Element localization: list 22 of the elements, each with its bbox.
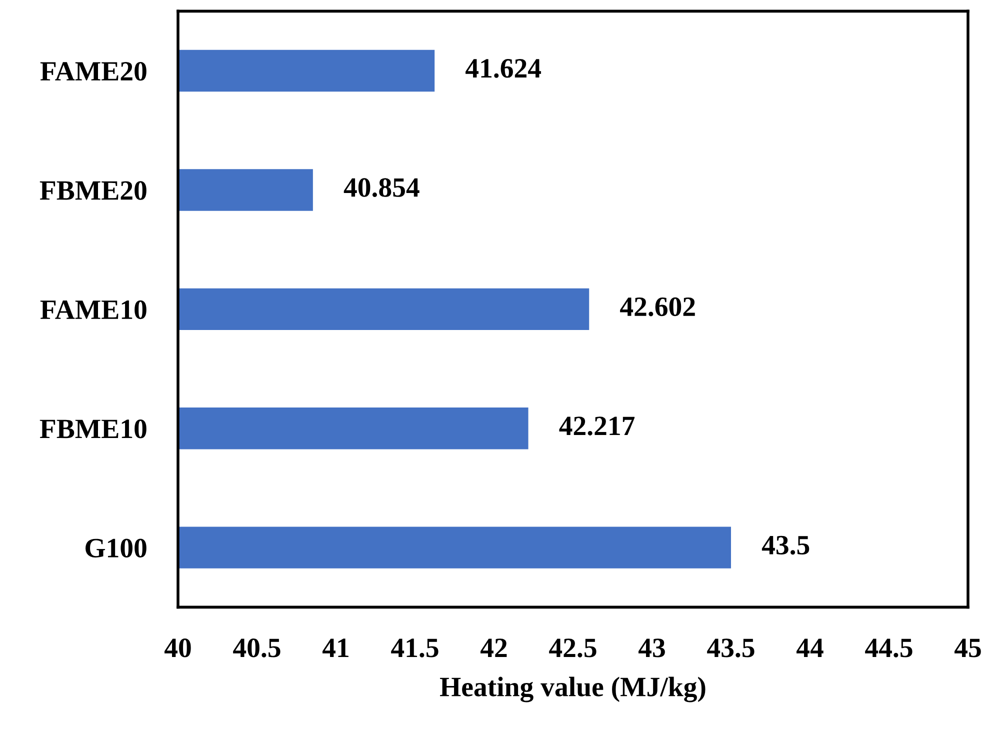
x-tick-label: 44.5 [865,638,912,658]
y-tick-label: FAME20 [40,62,146,81]
y-tick-label: FAME10 [40,300,146,320]
x-tick-label: 42 [480,638,507,658]
x-tick-label: 42.5 [549,638,596,658]
x-axis-title: Heating value (MJ/kg) [440,676,706,702]
data-label: 42.217 [559,416,635,436]
x-tick-label: 45 [954,638,981,658]
x-tick-label: 40 [164,638,191,658]
x-tick-label: 40.5 [233,638,280,658]
x-tick-label: 44 [796,638,824,658]
x-tick-label: 41 [322,638,348,658]
y-tick-label: FBME20 [40,181,146,200]
y-tick-label: FBME10 [40,420,146,438]
data-label: 40.854 [344,178,420,198]
x-tick-label: 43 [638,638,665,658]
data-label: 41.624 [466,59,542,78]
x-tick-label: 43.5 [707,638,754,658]
y-tick-label: G100 [86,538,146,558]
data-label: 42.602 [620,297,695,316]
x-tick-label: 41.5 [391,638,438,658]
data-label: 43.5 [762,536,810,555]
